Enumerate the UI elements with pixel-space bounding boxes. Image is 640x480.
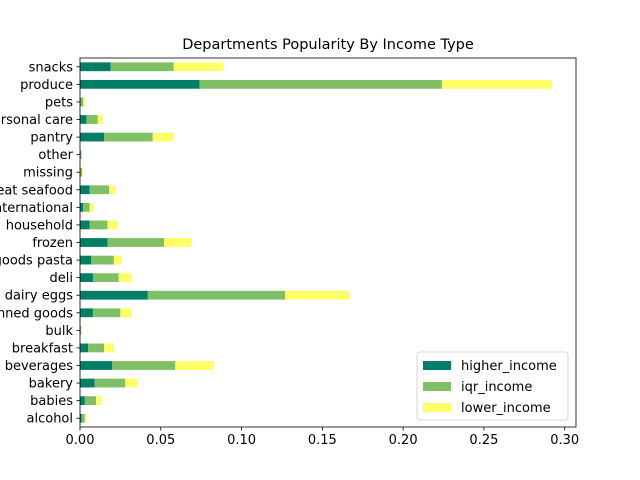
bar-personal-care-iqr-income: [86, 115, 98, 124]
legend-swatch-iqr-income: [423, 382, 451, 391]
bar-pets-iqr-income: [80, 97, 84, 107]
bar-frozen-higher-income: [80, 238, 108, 247]
bar-pantry-iqr-income: [104, 132, 153, 142]
bar-household-iqr-income: [89, 220, 108, 230]
legend-label-iqr-income: iqr_income: [461, 380, 532, 395]
x-tick-label: 0.30: [550, 433, 579, 448]
bar-pantry-lower-income: [152, 132, 174, 142]
bar-pets-higher-income: [80, 97, 81, 107]
y-tick-label-deli: deli: [50, 271, 73, 286]
y-tick-label-alcohol: alcohol: [27, 412, 73, 427]
y-tick-label-bakery: bakery: [29, 377, 74, 392]
bar-other-iqr-income: [80, 150, 82, 160]
bar-canned-goods-iqr-income: [92, 308, 121, 318]
x-tick-label: 0.00: [66, 433, 95, 448]
bar-frozen-iqr-income: [107, 238, 165, 247]
legend-label-higher-income: higher_income: [461, 359, 557, 374]
axes-layer: 0.00 0.05 0.10 0.15 0.20 0.25 0.30 alcohol babie…: [0, 57, 579, 448]
bar-meat-seafood-higher-income: [80, 185, 90, 195]
bar-missing-iqr-income: [80, 167, 83, 177]
bar-personal-care-lower-income: [97, 115, 103, 124]
bar-babies-iqr-income: [84, 396, 97, 406]
y-tick-label-missing: missing: [23, 166, 73, 181]
bar-canned-goods-higher-income: [80, 308, 93, 318]
y-tick-label-frozen: frozen: [32, 236, 73, 251]
bar-babies-lower-income: [96, 396, 102, 406]
bar-bakery-higher-income: [80, 378, 95, 388]
y-tick-label-dry-goods-pasta: dry goods pasta: [0, 254, 73, 269]
legend-swatch-higher-income: [423, 361, 451, 370]
y-tick-label-pets: pets: [45, 95, 73, 110]
bar-bakery-iqr-income: [94, 378, 126, 388]
legend-box: [416, 351, 569, 421]
y-tick-label-meat-seafood: meat seafood: [0, 183, 73, 198]
bar-dry-goods-pasta-iqr-income: [91, 255, 114, 265]
bar-beverages-higher-income: [80, 361, 113, 370]
bar-pantry-higher-income: [80, 132, 105, 142]
chart-title: Departments Popularity By Income Type: [182, 37, 474, 53]
bar-breakfast-higher-income: [80, 343, 89, 353]
bar-produce-higher-income: [80, 79, 200, 89]
bar-dry-goods-pasta-lower-income: [113, 255, 123, 265]
bar-alcohol-iqr-income: [81, 413, 85, 423]
y-tick-label-pantry: pantry: [30, 131, 73, 146]
bar-dairy-eggs-iqr-income: [147, 290, 286, 300]
bar-alcohol-lower-income: [84, 413, 87, 423]
y-tick-label-breakfast: breakfast: [12, 341, 73, 356]
bar-missing-lower-income: [82, 167, 83, 177]
bar-personal-care-higher-income: [80, 115, 87, 124]
legend-label-lower-income: lower_income: [461, 401, 551, 416]
bar-meat-seafood-lower-income: [109, 185, 116, 195]
bar-canned-goods-lower-income: [120, 308, 132, 318]
bar-pets-lower-income: [83, 97, 85, 107]
bar-breakfast-iqr-income: [88, 343, 105, 353]
x-tick-label: 0.20: [389, 433, 418, 448]
bar-international-lower-income: [89, 202, 93, 212]
bar-international-higher-income: [80, 202, 84, 212]
y-tick-label-snacks: snacks: [29, 60, 74, 75]
y-tick-label-canned-goods: canned goods: [0, 306, 73, 321]
y-tick-label-household: household: [6, 218, 73, 233]
y-tick-label-personal-care: personal care: [0, 113, 73, 128]
bar-meat-seafood-iqr-income: [89, 185, 110, 195]
bar-breakfast-lower-income: [104, 343, 114, 353]
y-tick-label-babies: babies: [30, 394, 73, 409]
bar-bulk-iqr-income: [80, 325, 82, 335]
y-tick-label-other: other: [38, 148, 73, 163]
x-tick-label: 0.10: [227, 433, 256, 448]
bar-produce-iqr-income: [199, 79, 442, 89]
y-tick-label-international: international: [0, 201, 73, 216]
bar-deli-lower-income: [118, 273, 132, 283]
y-tick-label-dairy-eggs: dairy eggs: [5, 289, 74, 304]
bar-snacks-iqr-income: [110, 62, 174, 72]
bar-household-higher-income: [80, 220, 90, 230]
bar-frozen-lower-income: [164, 238, 192, 247]
bar-dry-goods-pasta-higher-income: [80, 255, 92, 265]
bar-beverages-iqr-income: [112, 361, 176, 370]
bar-household-lower-income: [107, 220, 118, 230]
x-tick-label: 0.05: [146, 433, 175, 448]
bar-dairy-eggs-lower-income: [285, 290, 350, 300]
legend: higher_income iqr_income lower_income: [416, 351, 569, 421]
bar-beverages-lower-income: [175, 361, 215, 370]
x-tick-label: 0.15: [308, 433, 337, 448]
y-tick-label-beverages: beverages: [5, 359, 74, 374]
bar-dairy-eggs-higher-income: [80, 290, 148, 300]
y-tick-label-bulk: bulk: [45, 324, 73, 339]
legend-swatch-lower-income: [423, 403, 451, 412]
bar-alcohol-higher-income: [80, 413, 82, 423]
y-tick-label-produce: produce: [20, 78, 73, 93]
bar-international-iqr-income: [83, 202, 90, 212]
bar-snacks-lower-income: [173, 62, 224, 72]
bar-deli-higher-income: [80, 273, 93, 283]
x-tick-label: 0.25: [469, 433, 498, 448]
bar-snacks-higher-income: [80, 62, 111, 72]
bar-deli-iqr-income: [92, 273, 119, 283]
bars-layer: [80, 62, 552, 423]
bar-produce-lower-income: [441, 79, 552, 89]
bar-bakery-lower-income: [125, 378, 139, 388]
bar-babies-higher-income: [80, 396, 85, 406]
